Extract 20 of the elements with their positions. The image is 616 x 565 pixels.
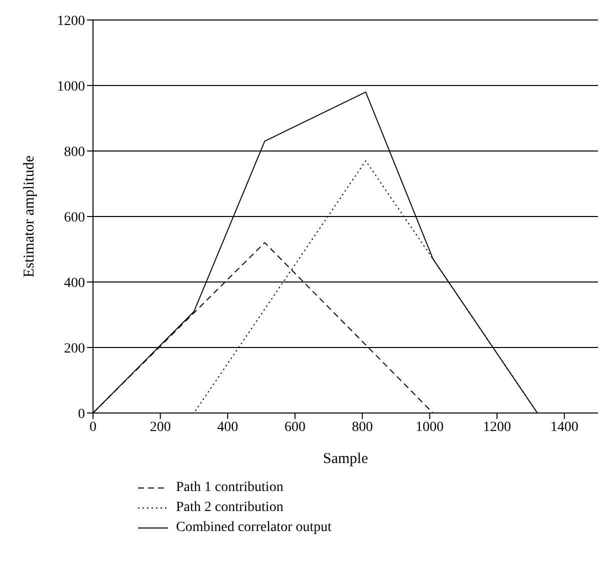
x-tick-label: 1400	[550, 420, 578, 435]
legend-label: Combined correlator output	[176, 520, 332, 536]
y-tick-label: 1200	[57, 14, 85, 29]
y-tick-label: 200	[64, 341, 85, 356]
legend-label: Path 1 contribution	[176, 480, 284, 496]
y-tick-label: 1000	[57, 79, 85, 94]
x-tick-label: 800	[352, 420, 373, 435]
x-tick-label: 1000	[416, 420, 444, 435]
x-tick-label: 1200	[483, 420, 511, 435]
y-tick-label: 400	[64, 276, 85, 291]
y-tick-label: 600	[64, 210, 85, 226]
x-tick-label: 400	[217, 420, 238, 435]
legend-label: Path 2 contribution	[176, 500, 284, 516]
y-tick-label: 800	[64, 144, 85, 160]
x-tick-label: 0	[90, 420, 96, 435]
y-tick-label: 0	[78, 406, 85, 422]
x-tick-label: 600	[284, 420, 306, 435]
x-axis-title: Sample	[323, 451, 368, 467]
x-tick-label: 200	[150, 420, 171, 435]
y-axis-title: Estimator amplitude	[21, 155, 38, 278]
